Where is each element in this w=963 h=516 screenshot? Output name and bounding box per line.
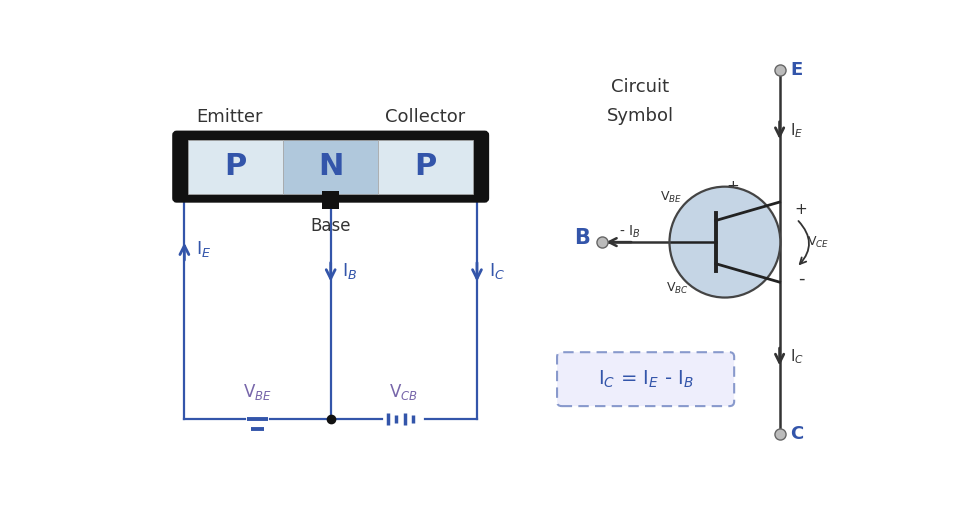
FancyBboxPatch shape bbox=[557, 352, 734, 406]
Text: Circuit: Circuit bbox=[612, 78, 669, 96]
Text: Collector: Collector bbox=[385, 108, 465, 126]
Text: C: C bbox=[791, 425, 803, 443]
Text: V$_{BE}$: V$_{BE}$ bbox=[243, 382, 272, 402]
Text: +: + bbox=[794, 202, 808, 217]
Bar bbox=[283, 140, 378, 194]
Text: P: P bbox=[414, 152, 437, 181]
Text: V$_{CB}$: V$_{CB}$ bbox=[389, 382, 418, 402]
Text: N: N bbox=[318, 152, 344, 181]
Text: -: - bbox=[798, 270, 804, 288]
Circle shape bbox=[669, 187, 780, 298]
Text: I$_C$: I$_C$ bbox=[790, 347, 804, 366]
FancyBboxPatch shape bbox=[173, 132, 488, 201]
Text: I$_B$: I$_B$ bbox=[342, 261, 357, 281]
Bar bbox=[323, 190, 339, 209]
Text: +: + bbox=[726, 179, 739, 194]
Bar bbox=[188, 140, 283, 194]
Text: - I$_B$: - I$_B$ bbox=[618, 224, 640, 240]
Text: P: P bbox=[224, 152, 247, 181]
Text: Base: Base bbox=[310, 217, 351, 235]
Text: V$_{BC}$: V$_{BC}$ bbox=[665, 281, 689, 296]
Text: I$_C$ = I$_E$ - I$_B$: I$_C$ = I$_E$ - I$_B$ bbox=[598, 368, 693, 390]
Text: V$_{CE}$: V$_{CE}$ bbox=[807, 235, 829, 250]
Text: I$_E$: I$_E$ bbox=[790, 121, 803, 140]
Text: I$_E$: I$_E$ bbox=[195, 239, 211, 259]
Text: B: B bbox=[574, 228, 590, 248]
Text: V$_{BE}$: V$_{BE}$ bbox=[660, 190, 682, 205]
Text: Symbol: Symbol bbox=[607, 107, 674, 124]
Bar bbox=[378, 140, 473, 194]
Text: E: E bbox=[791, 61, 802, 79]
Text: I$_C$: I$_C$ bbox=[488, 261, 505, 281]
Text: Emitter: Emitter bbox=[195, 108, 263, 126]
